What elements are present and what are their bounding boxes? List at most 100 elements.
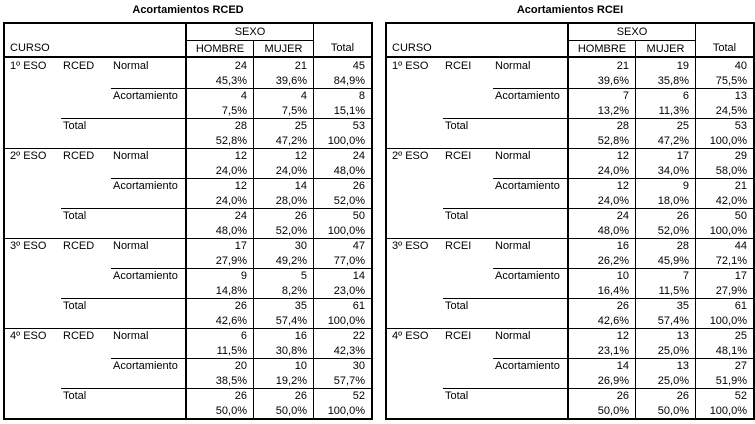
cell-measure	[443, 88, 493, 103]
cell-measure	[61, 178, 111, 193]
cell-pct: 45,9%	[635, 253, 695, 268]
cell-count: 7	[567, 88, 635, 103]
cell-row-label: Normal	[495, 59, 531, 72]
cell-count: 12	[185, 148, 253, 163]
cell-count: 24	[313, 148, 371, 163]
cell-curso	[5, 73, 61, 88]
cell-pct: 50,0%	[635, 403, 695, 418]
cell-count: 24	[185, 208, 253, 223]
cell-curso	[387, 103, 443, 118]
cell-total-label: Total	[61, 208, 111, 223]
cell-count: 26	[253, 208, 313, 223]
cell-row-label: Acortamiento	[111, 178, 185, 193]
cell-pct: 49,2%	[253, 253, 313, 268]
cell-pct: 18,0%	[635, 193, 695, 208]
cell-curso: 4º ESO	[387, 328, 443, 343]
cell-pct: 84,9%	[313, 73, 371, 88]
cell-pct: 24,0%	[253, 163, 313, 178]
cell-pct: 24,0%	[567, 193, 635, 208]
cell-count: 61	[695, 298, 753, 313]
cell-count: 26	[567, 388, 635, 403]
cell-measure	[443, 163, 493, 178]
cell-count: 21	[253, 58, 313, 73]
cell-count: 25	[695, 328, 753, 343]
cell-pct: 28,0%	[253, 193, 313, 208]
cell-measure	[443, 193, 493, 208]
cell-curso: 1º ESO	[392, 59, 429, 72]
cell-measure	[443, 223, 493, 238]
cell-total-label: Total	[443, 208, 493, 223]
cell-curso	[387, 283, 443, 298]
cell-count: 26	[253, 388, 313, 403]
cell-count: 12	[567, 148, 635, 163]
cell-measure	[443, 403, 493, 418]
cell-pct: 11,5%	[185, 343, 253, 358]
cell-row-label	[111, 193, 185, 208]
cell-curso	[387, 163, 443, 178]
cell-row-label	[493, 253, 567, 268]
cell-row-label	[111, 118, 185, 133]
cell-row-label: Acortamiento	[111, 358, 185, 373]
cell-row-label	[111, 208, 185, 223]
cell-measure	[443, 103, 493, 118]
cell-row-label: Acortamiento	[493, 268, 567, 283]
cell-measure	[61, 268, 111, 283]
cell-measure	[443, 268, 493, 283]
cell-row-label	[111, 313, 185, 328]
cell-curso	[5, 358, 61, 373]
cell-pct: 77,0%	[313, 253, 371, 268]
cell-pct: 11,5%	[635, 283, 695, 298]
cell-measure	[61, 358, 111, 373]
cell-curso	[387, 178, 443, 193]
cell-curso	[387, 268, 443, 283]
cell-measure: RCEI	[443, 238, 493, 253]
cell-count: 26	[185, 388, 253, 403]
cell-measure	[443, 358, 493, 373]
cell-measure	[61, 193, 111, 208]
cell-measure: RCED	[61, 328, 111, 343]
cell-count: 5	[253, 268, 313, 283]
cell-curso	[5, 313, 61, 328]
cell-curso	[387, 313, 443, 328]
cell-count: 27	[695, 358, 753, 373]
cell-count: 29	[695, 148, 753, 163]
cell-curso	[5, 373, 61, 388]
cell-measure	[61, 373, 111, 388]
cell-count: 28	[635, 238, 695, 253]
cell-measure: RCED	[61, 238, 111, 253]
cell-count: 24	[185, 58, 253, 73]
cell-curso	[5, 193, 61, 208]
cell-measure	[61, 88, 111, 103]
col-header-hombre: HOMBRE	[567, 41, 635, 58]
col-header-hombre: HOMBRE	[185, 41, 253, 58]
cell-pct: 52,8%	[185, 133, 253, 148]
cell-measure	[61, 253, 111, 268]
cell-count: 61	[313, 298, 371, 313]
cell-pct: 51,9%	[695, 373, 753, 388]
cell-count: 9	[635, 178, 695, 193]
cell-count: 14	[253, 178, 313, 193]
cell-row-label	[493, 343, 567, 358]
cell-pct: 52,0%	[253, 223, 313, 238]
cell-count: 7	[635, 268, 695, 283]
crosstab-grid-rcei: CURSO SEXO HOMBRE MUJER Total 1º ESO RCEI Norma…	[385, 22, 755, 420]
cell-measure: RCED	[61, 148, 111, 163]
cell-measure	[61, 103, 111, 118]
cell-count: 17	[185, 238, 253, 253]
cell-pct: 23,1%	[567, 343, 635, 358]
cell-curso	[5, 118, 61, 133]
cell-pct: 50,0%	[253, 403, 313, 418]
cell-pct: 100,0%	[313, 133, 371, 148]
cell-row-label	[111, 403, 185, 418]
cell-measure	[61, 283, 111, 298]
cell-curso	[387, 73, 443, 88]
cell-measure: RCED	[63, 59, 95, 72]
cell-count: 35	[253, 298, 313, 313]
cell-count: 30	[313, 358, 371, 373]
cell-pct: 48,0%	[185, 223, 253, 238]
cell-pct: 24,0%	[185, 163, 253, 178]
cell-curso	[387, 193, 443, 208]
cell-measure	[443, 343, 493, 358]
cell-row-label: Acortamiento	[111, 88, 185, 103]
cell-measure	[443, 313, 493, 328]
